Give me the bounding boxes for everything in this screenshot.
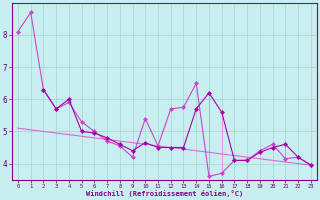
X-axis label: Windchill (Refroidissement éolien,°C): Windchill (Refroidissement éolien,°C)	[86, 190, 243, 197]
